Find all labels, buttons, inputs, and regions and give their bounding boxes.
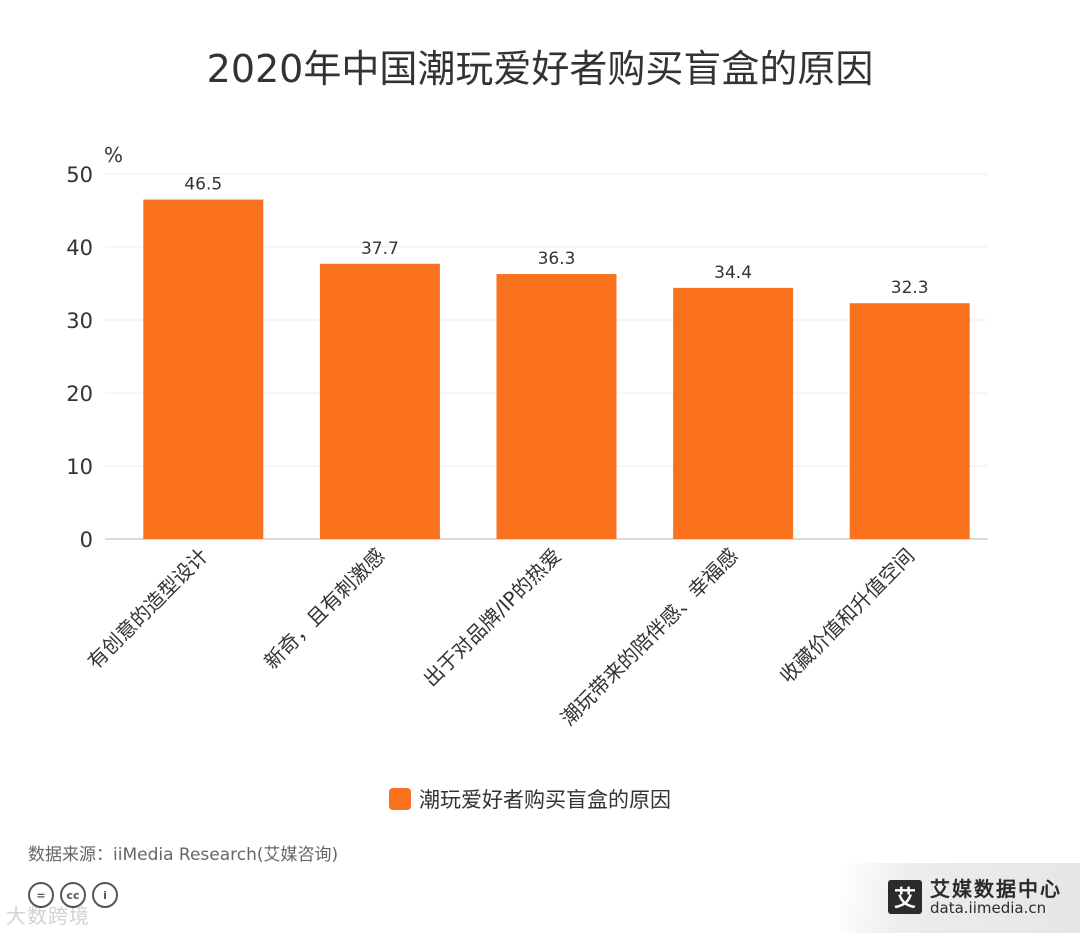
watermark: 大数跨境 [6,904,90,928]
data-label: 34.4 [714,263,752,283]
legend: 潮玩爱好者购买盲盒的原因 [389,784,671,814]
footer-band [840,863,1080,933]
y-axis-unit: % [104,143,123,167]
bar [319,263,440,539]
bar [496,274,617,539]
y-tick-label: 20 [66,382,93,406]
bar [673,287,794,539]
y-tick-label: 40 [66,236,93,260]
cc-attribution-icon: i [92,882,118,908]
data-label: 36.3 [538,249,576,269]
brand-icon: 艾 [888,880,922,915]
source-note: 数据来源：iiMedia Research(艾媒咨询) [28,845,339,865]
bar-chart: % 0 10 20 30 40 50 46.5 有创意的造型设计 37.7 新奇，且有刺激感 36.3… [66,143,988,731]
cc-logo-icon: cc [60,882,86,908]
y-tick-label: 0 [80,528,93,552]
x-tick-label: 新奇，且有刺激感 [259,544,389,674]
x-tick-label: 出于对品牌/IP的热爱 [418,544,566,692]
legend-swatch [389,788,411,810]
chart-title: 2020年中国潮玩爱好者购买盲盒的原因 [206,47,874,91]
data-label: 32.3 [891,278,929,298]
x-tick-label: 收藏价值和升值空间 [775,544,919,688]
cc-equal-icon: = [28,882,54,908]
x-tick-label: 有创意的造型设计 [83,544,213,674]
y-tick-label: 50 [66,163,93,187]
brand-logo: 艾 艾媒数据中心 data.iimedia.cn [888,878,1062,917]
legend-label: 潮玩爱好者购买盲盒的原因 [419,788,671,812]
y-tick-label: 30 [66,309,93,333]
y-tick-label: 10 [66,455,93,479]
cc-license-icons: = cc i [28,882,118,908]
x-tick-label: 潮玩带来的陪伴感、幸福感 [556,544,743,731]
brand-url: data.iimedia.cn [930,899,1047,917]
data-label: 37.7 [361,239,399,259]
bar [143,199,264,540]
brand-name: 艾媒数据中心 [930,877,1062,901]
data-label: 46.5 [184,175,222,195]
bar [849,303,970,539]
